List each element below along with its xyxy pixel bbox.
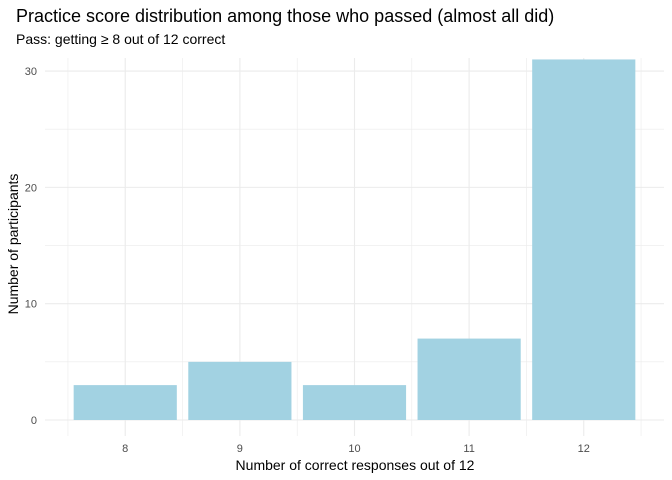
x-tick-label: 8 (122, 443, 128, 455)
x-axis-label: Number of correct responses out of 12 (236, 457, 475, 473)
bar-8 (73, 385, 177, 420)
chart-subtitle: Pass: getting ≥ 8 out of 12 correct (16, 31, 225, 47)
x-axis-ticks: 8 9 10 11 12 (122, 443, 590, 455)
x-tick-label: 10 (348, 443, 360, 455)
chart-title: Practice score distribution among those … (16, 6, 554, 26)
y-axis-ticks: 0 10 20 30 (25, 66, 37, 427)
y-tick-label: 20 (25, 182, 37, 194)
y-axis-label: Number of participants (5, 174, 21, 315)
x-tick-label: 12 (578, 443, 590, 455)
y-tick-label: 0 (31, 415, 37, 427)
bar-9 (188, 361, 292, 420)
x-tick-label: 9 (237, 443, 243, 455)
bar-10 (302, 385, 407, 420)
bars (73, 59, 636, 420)
bar-12 (532, 59, 636, 420)
y-tick-label: 10 (25, 299, 37, 311)
bar-11 (417, 338, 521, 420)
x-tick-label: 11 (463, 443, 474, 455)
y-tick-label: 30 (25, 66, 37, 78)
